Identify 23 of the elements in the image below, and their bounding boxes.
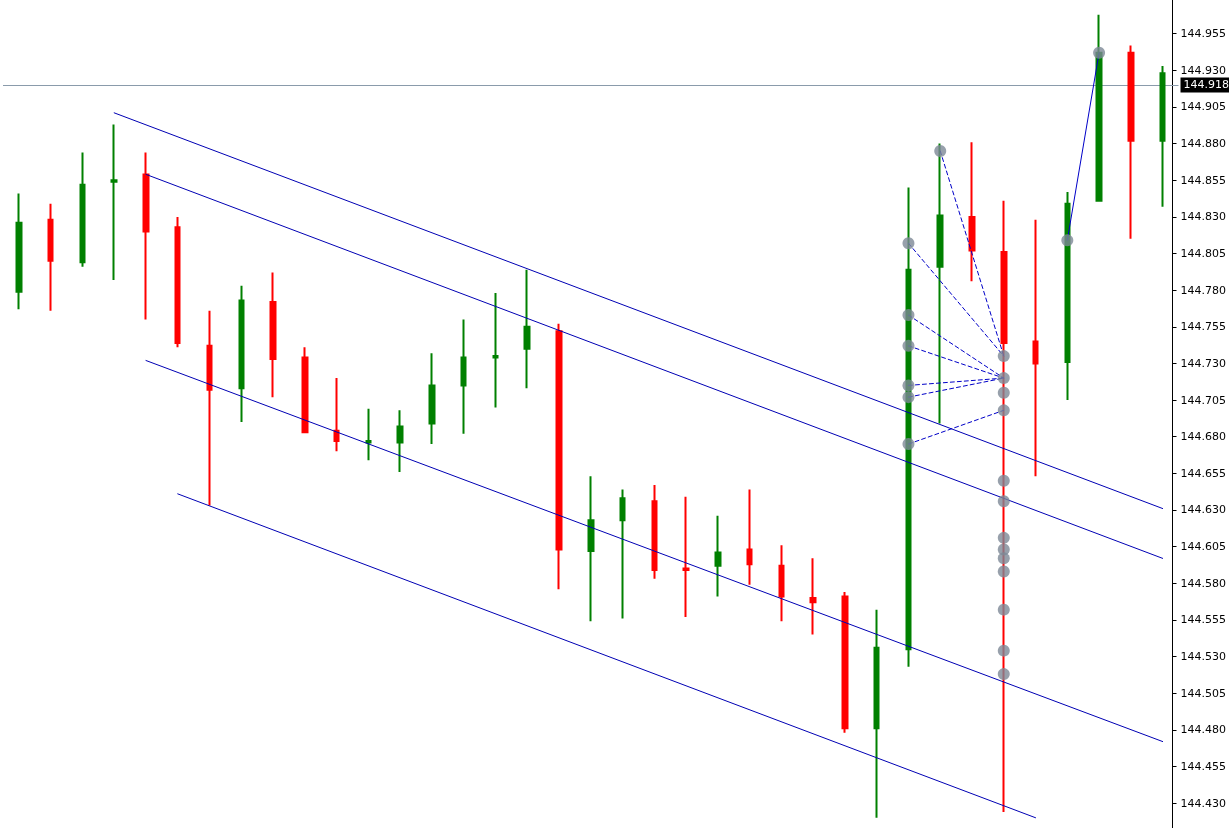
y-tick-label: 144.930 [1180, 63, 1227, 77]
ref-line-label: 144.918 [1183, 78, 1229, 92]
y-tick-label: 144.705 [1180, 393, 1227, 407]
y-tick-label: 144.480 [1180, 723, 1227, 737]
y-tick-label: 144.955 [1180, 27, 1227, 41]
y-tick-label: 144.555 [1180, 613, 1227, 627]
y-tick-label: 144.805 [1180, 247, 1227, 261]
y-tick-label: 144.580 [1180, 576, 1227, 590]
y-tick-label: 144.855 [1180, 173, 1227, 187]
y-tick-label: 144.530 [1180, 650, 1227, 664]
y-tick-label: 144.905 [1180, 100, 1227, 114]
y-tick-label: 144.830 [1180, 210, 1227, 224]
y-tick-label: 144.455 [1180, 759, 1227, 773]
y-tick-label: 144.880 [1180, 137, 1227, 151]
y-tick-label: 144.430 [1180, 796, 1227, 810]
y-tick-label: 144.505 [1180, 686, 1227, 700]
y-tick-label: 144.730 [1180, 356, 1227, 370]
y-tick-label: 144.680 [1180, 430, 1227, 444]
y-tick-label: 144.605 [1180, 540, 1227, 554]
y-tick-label: 144.780 [1180, 283, 1227, 297]
y-tick-label: 144.630 [1180, 503, 1227, 517]
y-tick-label: 144.755 [1180, 320, 1227, 334]
y-tick-label: 144.655 [1180, 466, 1227, 480]
